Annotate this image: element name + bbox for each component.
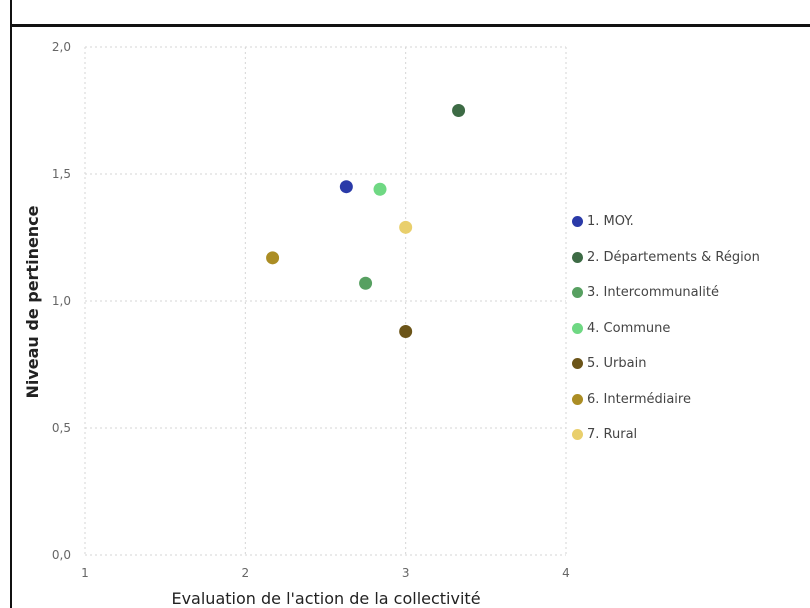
- y-tick-label: 2,0: [52, 40, 71, 54]
- legend-marker: [572, 216, 583, 228]
- y-tick-label: 0,5: [52, 421, 71, 435]
- legend-item[interactable]: 4. Commune: [572, 311, 760, 347]
- legend-item[interactable]: 3. Intercommunalité: [572, 275, 760, 311]
- legend-marker: [572, 358, 583, 370]
- data-point[interactable]: [399, 220, 413, 234]
- legend-label: 4. Commune: [587, 320, 671, 336]
- data-points: [266, 104, 466, 338]
- legend-item[interactable]: 1. MOY.: [572, 204, 760, 240]
- data-point[interactable]: [373, 182, 387, 196]
- legend: 1. MOY. 2. Départements & Région 3. Interc…: [572, 204, 760, 453]
- legend-item[interactable]: 6. Intermédiaire: [572, 382, 760, 418]
- legend-marker: [572, 322, 583, 334]
- x-tick-label: 3: [402, 566, 410, 580]
- legend-label: 7. Rural: [587, 427, 638, 443]
- legend-item[interactable]: 5. Urbain: [572, 346, 760, 382]
- legend-item[interactable]: 7. Rural: [572, 417, 760, 453]
- data-point[interactable]: [266, 251, 280, 265]
- x-tick-label: 2: [242, 566, 250, 580]
- legend-label: 2. Départements & Région: [587, 249, 760, 265]
- legend-marker: [572, 287, 583, 299]
- legend-label: 6. Intermédiaire: [587, 391, 691, 407]
- data-point[interactable]: [452, 104, 466, 117]
- legend-marker: [572, 429, 583, 441]
- data-point[interactable]: [399, 324, 413, 338]
- tick-labels: 0,0 0,5 1,0 1,5 2,0 1 2 3 4: [52, 40, 570, 580]
- data-point[interactable]: [359, 276, 373, 290]
- legend-item[interactable]: 2. Départements & Région: [572, 240, 760, 276]
- frame-left-border: [10, 0, 12, 608]
- data-point[interactable]: [339, 180, 353, 194]
- legend-marker: [572, 393, 583, 405]
- y-axis-label: Niveau de pertinence: [23, 205, 42, 398]
- x-tick-label: 4: [562, 566, 570, 580]
- y-tick-label: 1,0: [52, 294, 71, 308]
- legend-label: 3. Intercommunalité: [587, 285, 719, 301]
- grid: [84, 46, 567, 556]
- frame-top-border: [10, 24, 810, 27]
- legend-marker: [572, 251, 583, 263]
- legend-label: 5. Urbain: [587, 356, 647, 372]
- x-tick-label: 1: [81, 566, 89, 580]
- x-axis-label: Evaluation de l'action de la collectivit…: [171, 589, 480, 608]
- y-tick-label: 0,0: [52, 548, 71, 562]
- legend-label: 1. MOY.: [587, 214, 634, 230]
- y-tick-label: 1,5: [52, 167, 71, 181]
